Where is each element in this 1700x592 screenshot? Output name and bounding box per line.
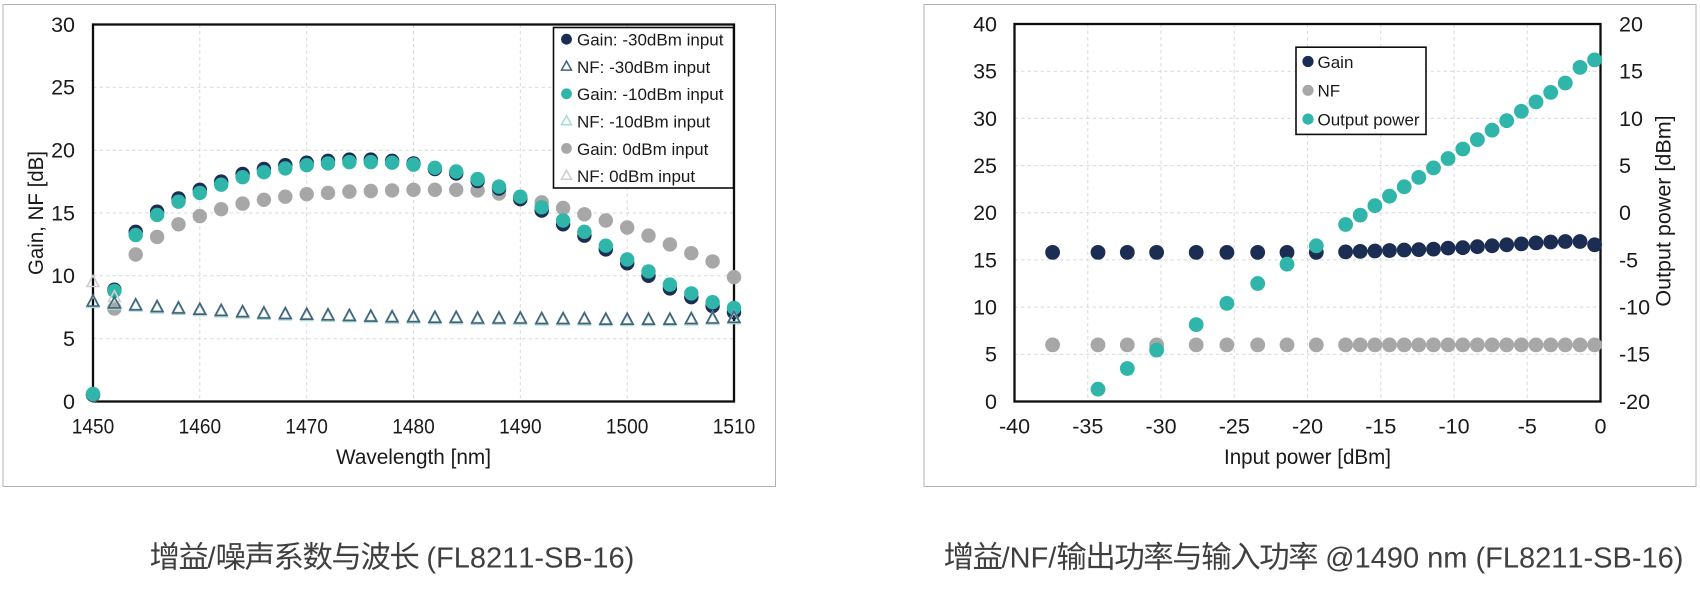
svg-text:Output power: Output power xyxy=(1318,111,1420,130)
svg-text:Wavelength [nm]: Wavelength [nm] xyxy=(336,445,491,469)
svg-text:15: 15 xyxy=(973,248,997,272)
svg-text:-25: -25 xyxy=(1219,415,1250,439)
svg-text:-10: -10 xyxy=(1438,415,1469,439)
svg-text:Gain: 0dBm input: Gain: 0dBm input xyxy=(577,140,709,159)
svg-text:-30: -30 xyxy=(1145,415,1176,439)
svg-text:20: 20 xyxy=(1619,12,1643,36)
svg-text:0: 0 xyxy=(63,390,75,414)
svg-text:Gain: -10dBm input: Gain: -10dBm input xyxy=(577,85,724,104)
svg-text:-15: -15 xyxy=(1365,415,1396,439)
svg-text:15: 15 xyxy=(1619,60,1643,84)
svg-text:1450: 1450 xyxy=(72,415,115,439)
svg-text:30: 30 xyxy=(51,13,75,37)
svg-text:NF: 0dBm input: NF: 0dBm input xyxy=(577,167,695,186)
svg-text:1510: 1510 xyxy=(713,415,756,439)
svg-text:0: 0 xyxy=(985,390,997,414)
svg-text:-20: -20 xyxy=(1619,390,1650,414)
svg-text:20: 20 xyxy=(51,139,75,163)
svg-text:Input power [dBm]: Input power [dBm] xyxy=(1224,445,1391,469)
svg-text:Gain: Gain xyxy=(1318,53,1354,72)
svg-text:-10: -10 xyxy=(1619,296,1650,320)
svg-text:5: 5 xyxy=(1619,154,1631,178)
svg-text:NF: -10dBm input: NF: -10dBm input xyxy=(577,113,710,132)
svg-text:30: 30 xyxy=(973,107,997,131)
svg-text:25: 25 xyxy=(51,76,75,100)
svg-text:-15: -15 xyxy=(1619,343,1650,367)
svg-text:15: 15 xyxy=(51,201,75,225)
svg-text:0: 0 xyxy=(1619,201,1631,225)
svg-text:1490: 1490 xyxy=(499,415,542,439)
svg-text:NF: NF xyxy=(1318,82,1341,101)
svg-text:40: 40 xyxy=(973,12,997,36)
svg-text:10: 10 xyxy=(1619,107,1643,131)
svg-text:5: 5 xyxy=(63,327,75,351)
svg-text:10: 10 xyxy=(51,264,75,288)
svg-text:-40: -40 xyxy=(999,415,1030,439)
svg-text:-20: -20 xyxy=(1292,415,1323,439)
svg-text:Gain: -30dBm input: Gain: -30dBm input xyxy=(577,31,724,50)
svg-text:-35: -35 xyxy=(1072,415,1103,439)
svg-text:Output power [dBm]: Output power [dBm] xyxy=(1652,115,1676,306)
svg-text:10: 10 xyxy=(973,296,997,320)
svg-text:0: 0 xyxy=(1595,415,1607,439)
svg-text:1470: 1470 xyxy=(285,415,328,439)
svg-text:NF: -30dBm input: NF: -30dBm input xyxy=(577,58,710,77)
svg-text:1500: 1500 xyxy=(606,415,649,439)
svg-text:5: 5 xyxy=(985,343,997,367)
svg-text:1480: 1480 xyxy=(392,415,435,439)
svg-text:-5: -5 xyxy=(1619,248,1638,272)
svg-text:25: 25 xyxy=(973,154,997,178)
svg-text:20: 20 xyxy=(973,201,997,225)
svg-text:35: 35 xyxy=(973,60,997,84)
svg-text:-5: -5 xyxy=(1518,415,1537,439)
svg-text:Gain, NF [dB]: Gain, NF [dB] xyxy=(24,151,48,275)
svg-text:1460: 1460 xyxy=(179,415,222,439)
